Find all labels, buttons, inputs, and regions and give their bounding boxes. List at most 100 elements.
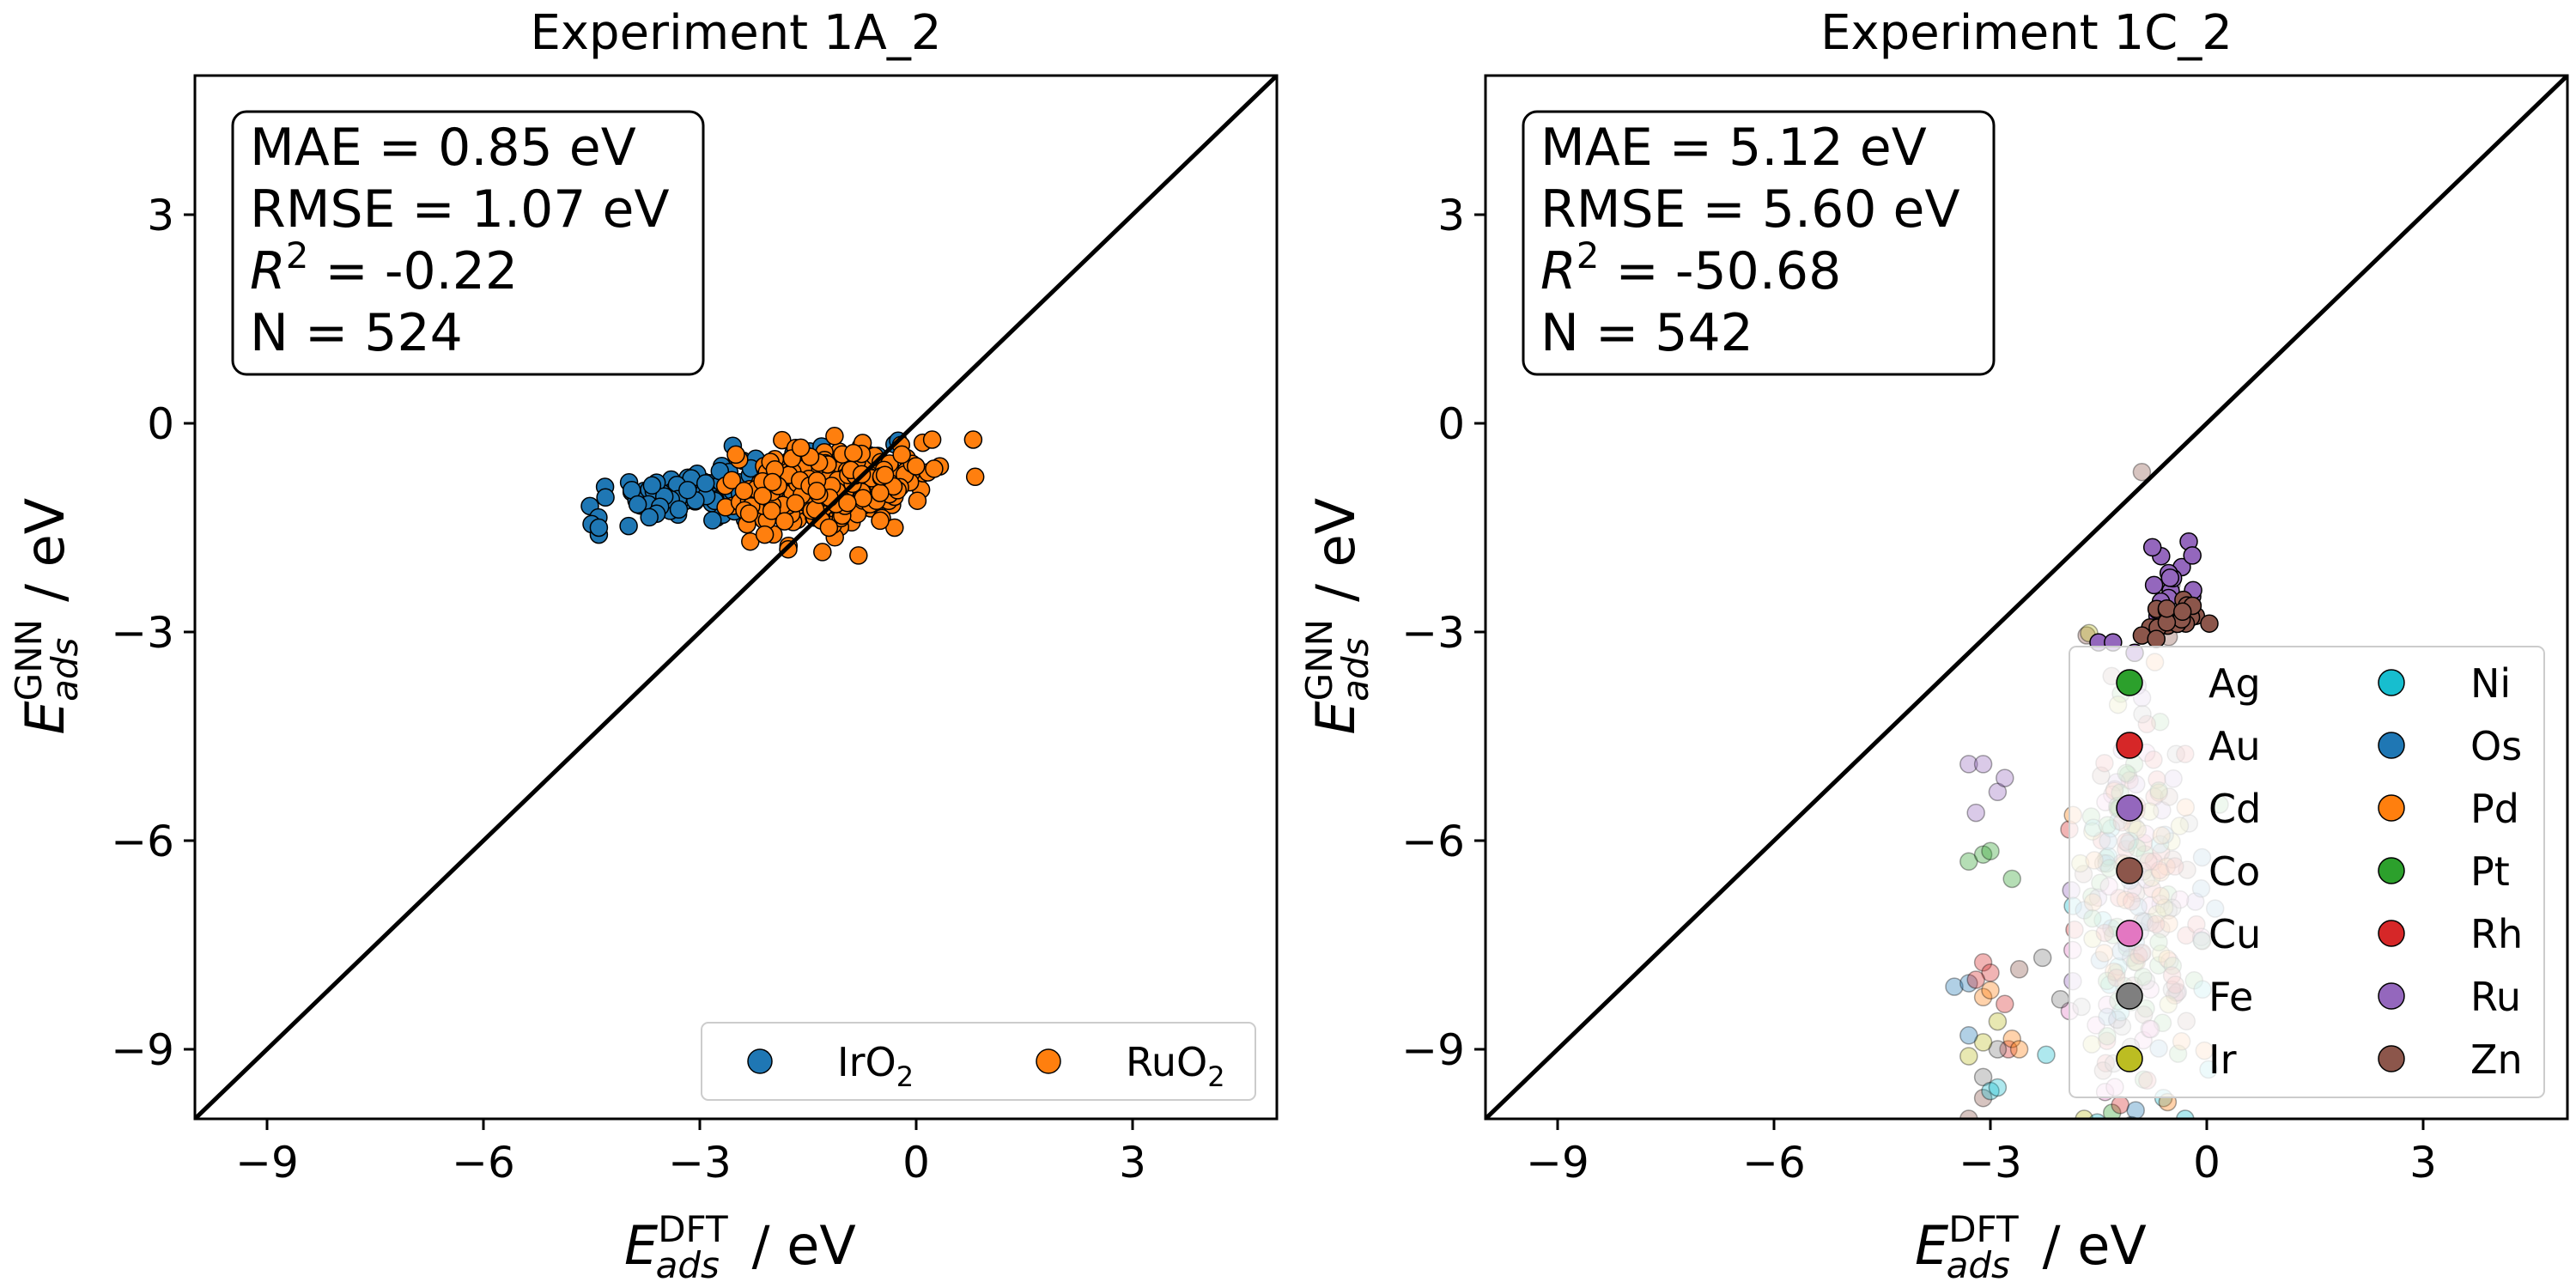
- y-label-sub: ads: [1334, 638, 1376, 702]
- legend-marker: [2378, 794, 2405, 822]
- data-point: [1988, 1040, 2008, 1059]
- y-tick-label: −9: [1401, 1025, 1465, 1075]
- y-tick-label: 3: [147, 191, 174, 240]
- x-tick-label: −9: [235, 1138, 299, 1188]
- axes-frame: [1484, 74, 2569, 1121]
- data-point: [640, 507, 659, 527]
- data-point: [696, 474, 715, 493]
- data-point: [1996, 769, 2014, 787]
- y-label-base: E: [1304, 701, 1367, 735]
- data-point: [1973, 987, 1993, 1007]
- stats-value: MAE = 5.12 eV: [1540, 118, 1927, 178]
- legend-label-base: Ni: [2470, 660, 2511, 707]
- y-label-sup: GNN: [1298, 619, 1340, 701]
- x-tick-label: 0: [902, 1138, 930, 1188]
- legend-label: Os: [2470, 723, 2522, 769]
- x-label-base: E: [1915, 1214, 1949, 1277]
- data-point: [1988, 782, 2008, 802]
- stats-value: RMSE = 5.60 eV: [1540, 179, 1960, 240]
- legend-label-sub: 2: [896, 1060, 914, 1093]
- y-label-sub: ads: [44, 638, 86, 702]
- stats-line: R2 = -50.68: [1540, 234, 1841, 301]
- stats-line: RMSE = 5.60 eV: [1540, 179, 1960, 240]
- stats-sup: 2: [1577, 234, 1600, 276]
- legend-label-base: Cu: [2208, 911, 2261, 957]
- data-point: [2160, 568, 2180, 587]
- legend-marker: [2116, 732, 2143, 759]
- chart-title: Experiment 1C_2: [1820, 5, 2233, 61]
- data-point: [1973, 1067, 1993, 1087]
- y-label-unit: / eV: [14, 498, 76, 619]
- data-point: [922, 430, 942, 449]
- x-label-base: E: [624, 1214, 659, 1277]
- data-point: [2002, 1030, 2021, 1048]
- data-point: [2183, 546, 2202, 565]
- data-point: [2111, 1096, 2129, 1115]
- data-point: [2009, 960, 2029, 979]
- data-point: [722, 471, 742, 489]
- data-point: [1973, 1033, 1993, 1052]
- x-tick-label: −3: [668, 1138, 732, 1188]
- y-tick-label: 3: [1437, 191, 1465, 240]
- legend-marker: [2116, 1045, 2143, 1072]
- data-point: [908, 491, 927, 510]
- data-point: [2147, 629, 2166, 648]
- legend-label-base: IrO: [837, 1039, 896, 1085]
- data-point: [1959, 755, 1978, 774]
- x-label-sub: ads: [656, 1244, 720, 1286]
- x-axis-label: EDFT ads / eV: [1915, 1208, 2147, 1286]
- legend-label-base: RuO: [1126, 1039, 1207, 1085]
- data-point: [819, 518, 839, 538]
- legend-label: Fe: [2208, 974, 2253, 1020]
- data-point: [2172, 602, 2192, 622]
- y-label-base: E: [14, 701, 76, 735]
- data-point: [1966, 970, 1985, 989]
- data-point: [965, 467, 985, 487]
- data-point: [1999, 1040, 2018, 1059]
- y-tick-label: 0: [1437, 399, 1465, 449]
- data-point: [2132, 462, 2152, 482]
- stats-line: MAE = 5.12 eV: [1540, 118, 1927, 178]
- x-tick-label: −6: [1742, 1138, 1806, 1188]
- data-point: [854, 489, 872, 508]
- data-point: [1973, 755, 1993, 774]
- stats-line: MAE = 0.85 eV: [250, 118, 636, 178]
- legend-marker: [2116, 669, 2143, 696]
- data-point: [619, 516, 638, 536]
- data-point: [589, 518, 609, 538]
- y-axis-label: EGNNads / eV: [8, 498, 86, 735]
- legend-label: Co: [2208, 848, 2260, 895]
- legend-label-base: Rh: [2470, 911, 2523, 957]
- data-point: [628, 495, 647, 514]
- data-point: [734, 482, 754, 501]
- legend-label-base: Zn: [2470, 1036, 2523, 1083]
- legend-label: Ir: [2208, 1036, 2237, 1083]
- data-point: [1959, 1047, 1978, 1066]
- stats-sup: 2: [286, 234, 309, 276]
- data-point: [1973, 1088, 1993, 1108]
- stats-line: N = 524: [250, 303, 463, 363]
- data-point: [753, 486, 772, 506]
- stats-line: RMSE = 1.07 eV: [250, 179, 670, 240]
- chart-title: Experiment 1A_2: [531, 5, 942, 61]
- legend: Ag Au Cd Co Cu Fe Ir Ni Os Pd Pt Rh Ru Zn: [2069, 646, 2545, 1098]
- legend-marker: [2116, 982, 2143, 1010]
- x-tick-label: 3: [1119, 1138, 1146, 1188]
- data-point: [762, 472, 782, 492]
- legend-marker: [2116, 920, 2143, 947]
- data-point: [596, 488, 615, 507]
- legend-label: IrO2: [837, 1039, 914, 1093]
- stats-value: MAE = 0.85 eV: [250, 118, 636, 178]
- data-point: [773, 430, 792, 450]
- data-point: [791, 438, 811, 458]
- data-point: [1973, 845, 1993, 864]
- data-point: [1981, 1081, 2000, 1101]
- legend-label: Ag: [2208, 660, 2261, 707]
- legend-label: Rh: [2470, 911, 2523, 957]
- legend-label-base: Ir: [2208, 1036, 2237, 1083]
- stats-value: = -50.68: [1599, 241, 1841, 301]
- data-point: [1959, 1026, 1978, 1045]
- x-tick-label: 3: [2409, 1138, 2437, 1188]
- data-point: [1959, 1109, 1978, 1119]
- x-tick-label: −3: [1959, 1138, 2022, 1188]
